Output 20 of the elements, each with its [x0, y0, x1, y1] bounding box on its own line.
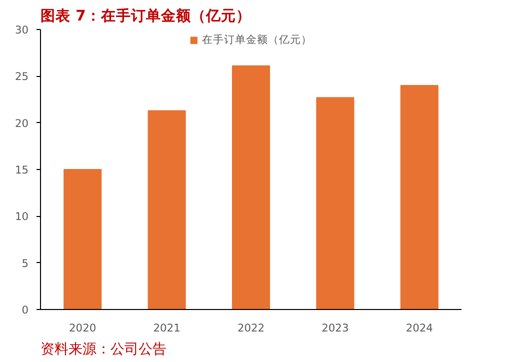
chart-title: 图表 7：在手订单金额（亿元）: [40, 6, 251, 24]
x-tick-label: 2024: [406, 322, 434, 334]
bar: [400, 85, 438, 310]
legend-label: 在手订单金额（亿元）: [202, 33, 312, 47]
x-tick-label: 2020: [69, 322, 96, 334]
y-tick-label: 25: [14, 70, 29, 84]
x-tick-label: 2021: [153, 322, 180, 334]
bar: [64, 169, 102, 310]
bar: [232, 65, 270, 310]
y-tick-label: 30: [14, 24, 29, 36]
text: 资料来源：公司公告: [40, 342, 166, 358]
y-tick-label: 10: [14, 210, 29, 224]
bar: [148, 110, 186, 310]
y-tick-label: 15: [14, 164, 29, 176]
bar: [316, 97, 354, 310]
y-tick-label: 20: [14, 116, 29, 130]
y-tick-label: 5: [22, 256, 28, 270]
x-tick-label: 2022: [237, 322, 265, 334]
x-tick-label: 2023: [322, 322, 349, 334]
y-tick-label: 0: [22, 304, 29, 316]
